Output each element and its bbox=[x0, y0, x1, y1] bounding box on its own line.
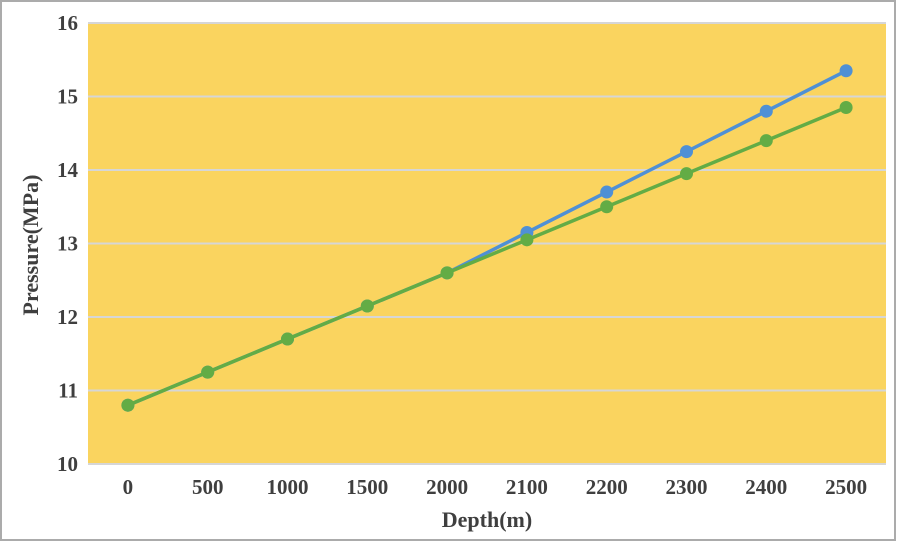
y-tick-label: 13 bbox=[57, 232, 78, 256]
x-tick-label: 500 bbox=[192, 475, 224, 499]
pressure-series-green-marker bbox=[281, 332, 294, 346]
pressure-series-green-marker bbox=[600, 200, 614, 214]
pressure-series-green-marker bbox=[839, 101, 853, 115]
x-tick-label: 1000 bbox=[267, 475, 309, 499]
pressure-series-blue-marker bbox=[600, 185, 614, 199]
pressure-series-green-marker bbox=[520, 233, 534, 247]
pressure-series-blue-marker bbox=[839, 64, 853, 78]
y-tick-label: 14 bbox=[57, 158, 79, 182]
x-axis-title: Depth(m) bbox=[441, 507, 533, 532]
x-tick-label: 2300 bbox=[666, 475, 708, 499]
x-tick-label: 2400 bbox=[745, 475, 787, 499]
y-tick-label: 16 bbox=[57, 11, 78, 35]
pressure-series-green-marker bbox=[759, 134, 773, 148]
y-tick-label: 15 bbox=[57, 85, 78, 109]
x-tick-label: 0 bbox=[123, 475, 134, 499]
pressure-series-blue-marker bbox=[680, 145, 693, 159]
pressure-series-green-line bbox=[126, 105, 848, 407]
x-tick-label: 2500 bbox=[825, 475, 867, 499]
x-tick-label: 2200 bbox=[586, 475, 628, 499]
y-axis-title: Pressure(MPa) bbox=[18, 174, 43, 316]
pressure-series-green-marker bbox=[121, 398, 135, 412]
y-tick-label: 12 bbox=[57, 305, 78, 329]
pressure-series-green-marker bbox=[440, 266, 454, 280]
y-tick-label: 11 bbox=[58, 379, 78, 403]
x-tick-label: 2000 bbox=[426, 475, 468, 499]
pressure-series-green-marker bbox=[201, 365, 215, 379]
x-tick-label: 1500 bbox=[346, 475, 388, 499]
pressure-series-blue-marker bbox=[759, 104, 773, 118]
pressure-series-green-marker bbox=[360, 299, 374, 313]
y-tick-label: 10 bbox=[57, 452, 78, 476]
pressure-series-green-marker bbox=[680, 167, 693, 181]
x-tick-label: 2100 bbox=[506, 475, 548, 499]
